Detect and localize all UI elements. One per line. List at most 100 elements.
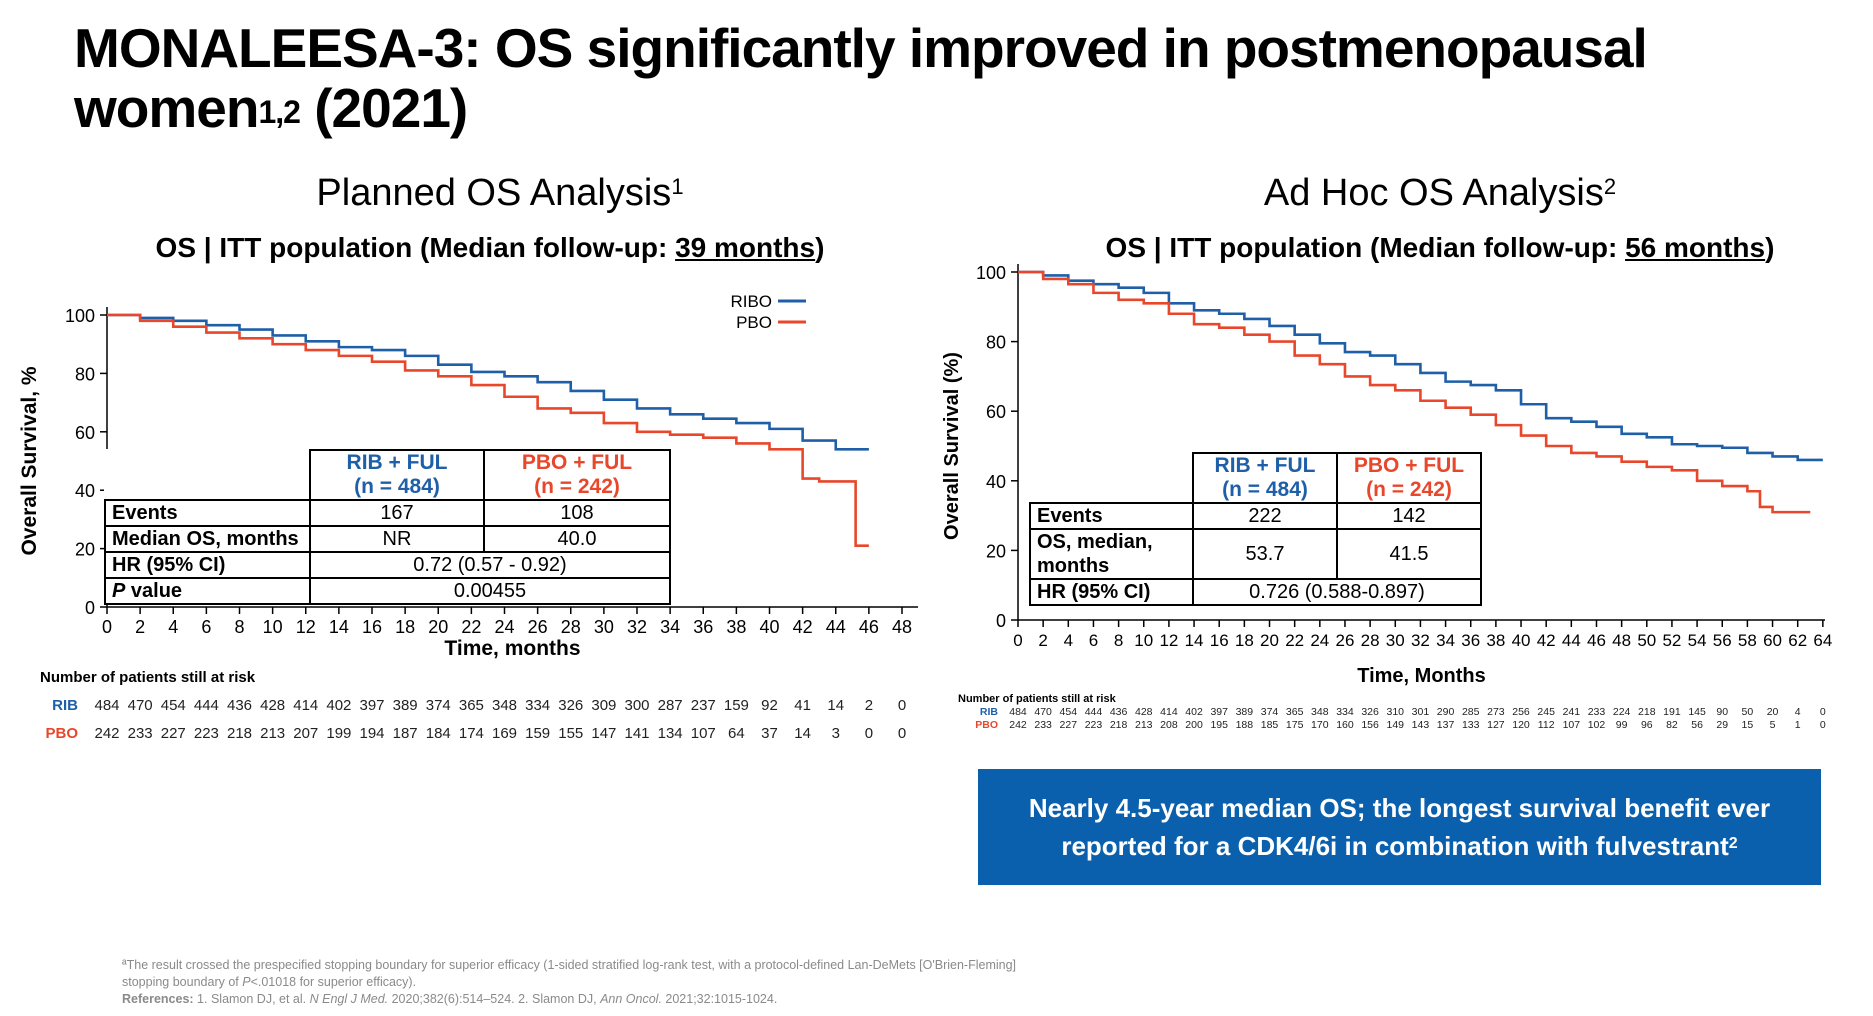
x-tick-label: 36	[693, 617, 713, 637]
x-tick-label: 48	[892, 617, 912, 637]
pbo-ful-header: PBO + FUL (n = 242)	[483, 449, 671, 501]
y-tick-label: 80	[986, 333, 1006, 353]
risk-value: 14	[794, 725, 811, 742]
risk-value: 484	[1009, 706, 1027, 718]
risk-value: 194	[359, 725, 384, 742]
risk-value: 273	[1487, 706, 1505, 718]
x-tick-label: 22	[461, 617, 481, 637]
slide-title: MONALEESA-3: OS significantly improved i…	[74, 17, 1648, 139]
risk-value: 155	[558, 725, 583, 742]
x-tick-label: 26	[528, 617, 548, 637]
risk-value: 56	[1691, 719, 1703, 731]
risk-row-label: PBO	[45, 725, 78, 742]
risk-value: 454	[1060, 706, 1078, 718]
risk-value: 82	[1666, 719, 1678, 731]
risk-value: 245	[1537, 706, 1555, 718]
risk-value: 127	[1487, 719, 1505, 731]
risk-value: 90	[1716, 706, 1728, 718]
x-tick-label: 6	[201, 617, 211, 637]
risk-value: 120	[1512, 719, 1530, 731]
x-tick-label: 36	[1461, 631, 1480, 650]
median-os-rib: NR	[309, 525, 485, 553]
risk-value: 348	[1311, 706, 1329, 718]
risk-value: 414	[1160, 706, 1178, 718]
title-superscript: 1,2	[258, 94, 300, 130]
risk-value: 242	[94, 725, 119, 742]
risk-value: 365	[1286, 706, 1304, 718]
x-tick-label: 38	[726, 617, 746, 637]
risk-value: 334	[525, 697, 550, 714]
hr-label: HR (95% CI)	[104, 551, 311, 579]
risk-row-label: RIB	[52, 697, 78, 714]
x-tick-label: 24	[1310, 631, 1329, 650]
y-tick-label: 100	[976, 263, 1006, 283]
x-tick-label: 62	[1788, 631, 1807, 650]
risk-row-label: PBO	[975, 719, 998, 731]
x-tick-label: 16	[362, 617, 382, 637]
risk-value: 242	[1009, 719, 1027, 731]
y-axis-label: Overall Survival (%)	[941, 352, 963, 540]
table-corner	[105, 450, 311, 501]
risk-value: 233	[128, 725, 153, 742]
risk-value: 20	[1767, 706, 1779, 718]
risk-value: 224	[1613, 706, 1631, 718]
risk-value: 241	[1563, 706, 1581, 718]
rib-ful-header: RIB + FUL (n = 484)	[1192, 452, 1338, 504]
x-axis-label: Time, months	[444, 637, 580, 660]
risk-value: 96	[1641, 719, 1653, 731]
risk-value: 397	[359, 697, 384, 714]
risk-value: 185	[1261, 719, 1279, 731]
risk-value: 389	[393, 697, 418, 714]
x-tick-label: 32	[627, 617, 647, 637]
series-line-rib-ful	[1018, 270, 1823, 462]
references: References: 1. Slamon DJ, et al. N Engl …	[122, 992, 778, 1006]
y-tick-label: 0	[85, 598, 95, 618]
risk-value: 141	[624, 725, 649, 742]
risk-value: 3	[832, 725, 840, 742]
x-tick-label: 10	[1134, 631, 1153, 650]
risk-value: 444	[1085, 706, 1103, 718]
risk-value: 428	[1135, 706, 1153, 718]
planned-os-title: Planned OS Analysis1	[316, 172, 684, 214]
x-tick-label: 28	[1361, 631, 1380, 650]
risk-value: 175	[1286, 719, 1304, 731]
risk-value: 436	[1110, 706, 1128, 718]
risk-value: 397	[1210, 706, 1228, 718]
risk-value: 4	[1795, 706, 1801, 718]
risk-value: 184	[426, 725, 451, 742]
x-tick-label: 14	[329, 617, 349, 637]
risk-value: 300	[624, 697, 649, 714]
x-tick-label: 64	[1813, 631, 1832, 650]
risk-value: 227	[1060, 719, 1078, 731]
x-tick-label: 32	[1411, 631, 1430, 650]
risk-value: 233	[1588, 706, 1606, 718]
y-tick-label: 40	[75, 481, 95, 501]
events-label: Events	[104, 499, 311, 527]
risk-value: 428	[260, 697, 285, 714]
risk-value: 145	[1688, 706, 1706, 718]
x-tick-label: 60	[1763, 631, 1782, 650]
x-tick-label: 40	[1512, 631, 1531, 650]
risk-value: 256	[1512, 706, 1530, 718]
x-tick-label: 34	[660, 617, 680, 637]
x-tick-label: 18	[1235, 631, 1254, 650]
x-tick-label: 28	[561, 617, 581, 637]
risk-value: 402	[1185, 706, 1203, 718]
footnote-a: ªThe result crossed the prespecified sto…	[122, 958, 1017, 972]
y-tick-label: 100	[65, 306, 95, 326]
planned-os-subtitle: OS | ITT population (Median follow-up: 3…	[155, 232, 825, 263]
risk-value: 309	[591, 697, 616, 714]
x-tick-label: 0	[1013, 631, 1022, 650]
adhoc-os-title: Ad Hoc OS Analysis2	[1263, 172, 1617, 214]
risk-value: 223	[194, 725, 219, 742]
risk-row-label: RIB	[980, 706, 999, 718]
risk-value: 107	[691, 725, 716, 742]
x-tick-label: 18	[395, 617, 415, 637]
y-tick-label: 60	[986, 402, 1006, 422]
x-tick-label: 30	[1386, 631, 1405, 650]
rib-ful-header: RIB + FUL (n = 484)	[309, 449, 485, 501]
x-tick-label: 8	[1114, 631, 1123, 650]
risk-value: 218	[1638, 706, 1656, 718]
